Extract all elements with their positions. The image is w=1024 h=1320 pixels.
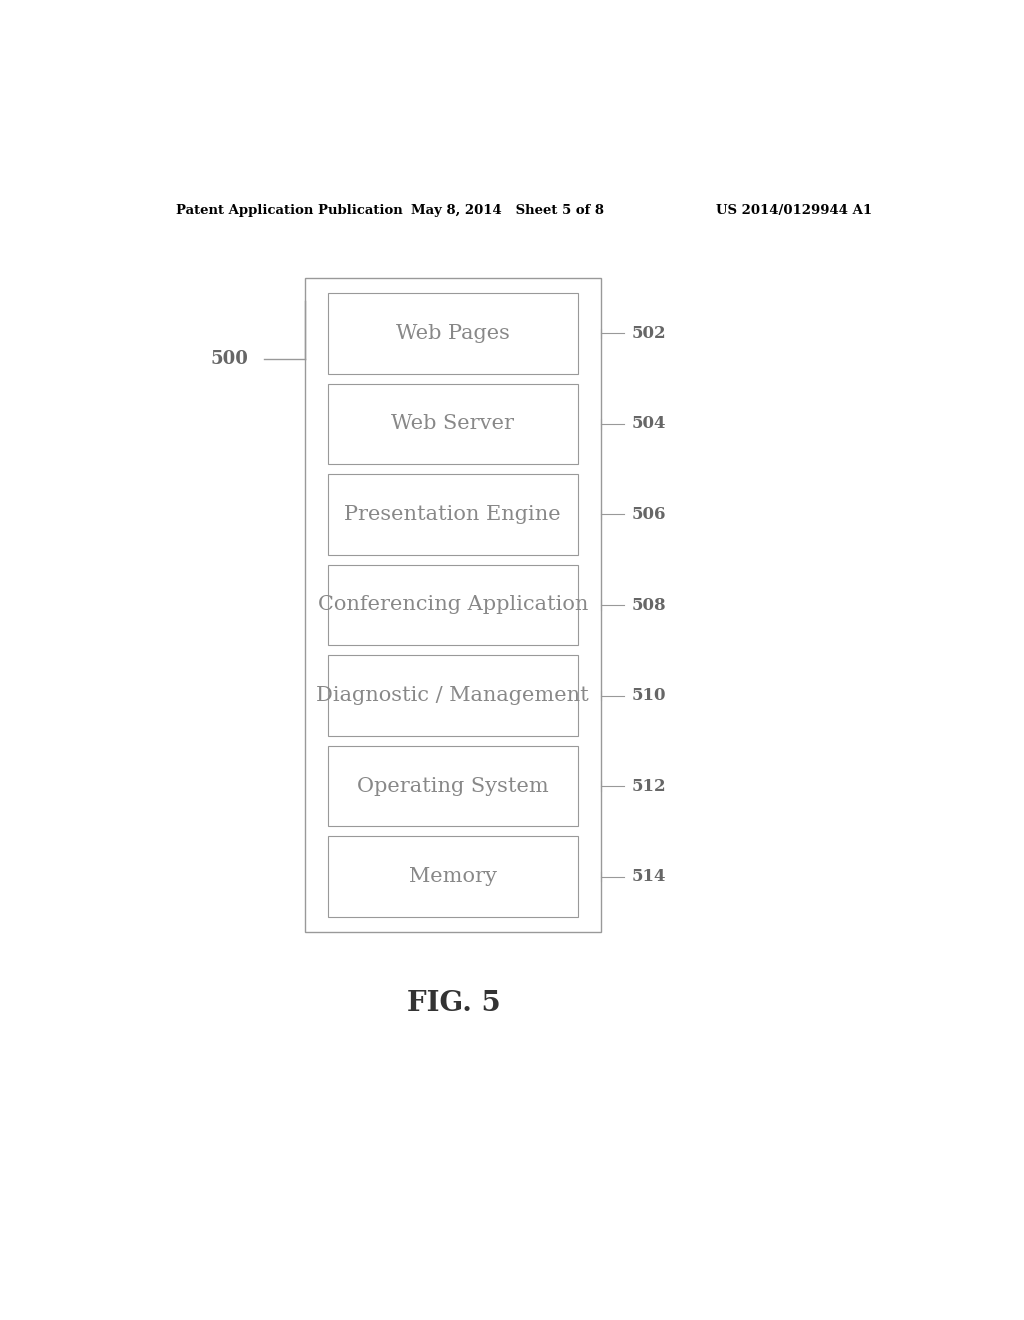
Text: Web Pages: Web Pages <box>396 323 510 343</box>
Text: Diagnostic / Management: Diagnostic / Management <box>316 686 589 705</box>
Text: Conferencing Application: Conferencing Application <box>317 595 588 615</box>
Text: Patent Application Publication: Patent Application Publication <box>176 205 402 218</box>
Text: 508: 508 <box>632 597 667 614</box>
Bar <box>328 837 578 917</box>
Bar <box>328 384 578 465</box>
Text: FIG. 5: FIG. 5 <box>407 990 501 1016</box>
Text: 506: 506 <box>632 506 667 523</box>
Text: Web Server: Web Server <box>391 414 514 433</box>
Bar <box>328 655 578 735</box>
Text: 512: 512 <box>632 777 667 795</box>
Text: 500: 500 <box>210 350 248 367</box>
Text: Presentation Engine: Presentation Engine <box>344 506 561 524</box>
Text: Operating System: Operating System <box>356 776 549 796</box>
Text: May 8, 2014   Sheet 5 of 8: May 8, 2014 Sheet 5 of 8 <box>412 205 604 218</box>
Text: US 2014/0129944 A1: US 2014/0129944 A1 <box>716 205 872 218</box>
Text: 510: 510 <box>632 686 667 704</box>
Text: 502: 502 <box>632 325 667 342</box>
Text: 514: 514 <box>632 869 667 886</box>
Text: Memory: Memory <box>409 867 497 886</box>
Text: 504: 504 <box>632 416 667 433</box>
Bar <box>328 293 578 374</box>
Bar <box>305 277 601 932</box>
Bar <box>328 565 578 645</box>
Bar <box>328 474 578 554</box>
Bar <box>328 746 578 826</box>
